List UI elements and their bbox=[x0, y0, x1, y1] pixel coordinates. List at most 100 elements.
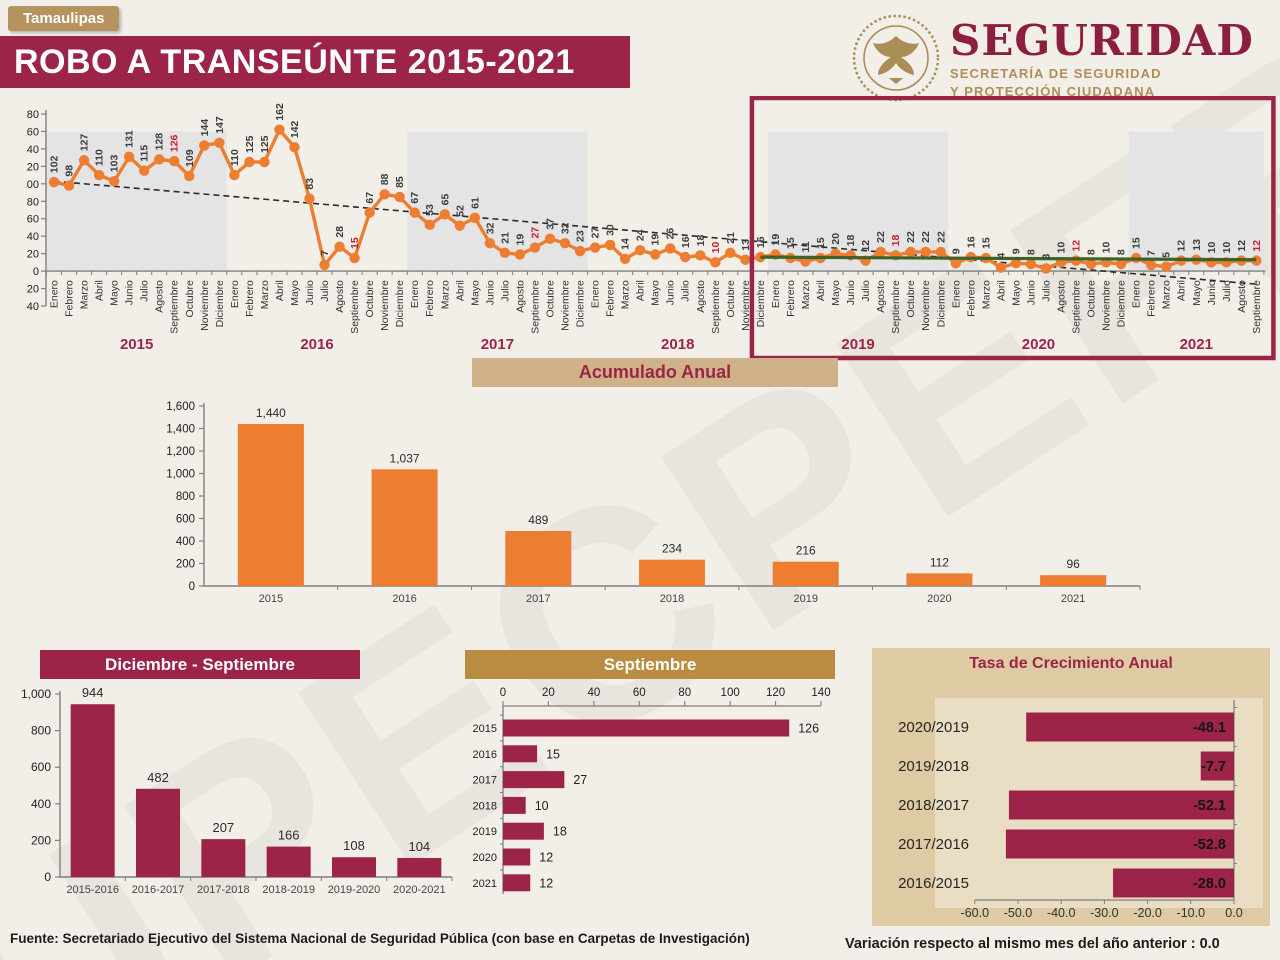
svg-text:2020-2021: 2020-2021 bbox=[393, 884, 446, 896]
svg-text:Abril: Abril bbox=[635, 280, 647, 301]
svg-text:27: 27 bbox=[529, 227, 541, 239]
svg-text:Enero: Enero bbox=[1131, 280, 1143, 308]
svg-text:15: 15 bbox=[1131, 237, 1143, 249]
svg-text:140: 140 bbox=[26, 144, 39, 156]
svg-text:2018/2017: 2018/2017 bbox=[898, 797, 969, 814]
svg-text:126: 126 bbox=[798, 722, 819, 736]
bars: 2015 126 2016 15 2017 27 2018 10 2019 18 2020 12 202… bbox=[473, 719, 819, 892]
svg-text:12: 12 bbox=[539, 851, 553, 865]
svg-text:9: 9 bbox=[1010, 248, 1022, 254]
svg-text:Septiembre: Septiembre bbox=[529, 280, 541, 334]
svg-text:104: 104 bbox=[408, 839, 430, 854]
svg-text:2017-2018: 2017-2018 bbox=[197, 884, 250, 896]
svg-text:Junio: Junio bbox=[1025, 280, 1037, 305]
svg-text:60: 60 bbox=[27, 214, 39, 226]
svg-text:Septiembre: Septiembre bbox=[710, 280, 722, 334]
svg-text:19: 19 bbox=[770, 234, 782, 246]
seal-eagle-icon bbox=[873, 36, 919, 84]
svg-text:0: 0 bbox=[33, 266, 39, 278]
svg-text:Agosto: Agosto bbox=[1056, 280, 1068, 313]
svg-text:67: 67 bbox=[364, 192, 376, 204]
svg-text:-60.0: -60.0 bbox=[961, 906, 990, 920]
svg-text:2016: 2016 bbox=[473, 749, 497, 761]
bars: 2020/2019 -48.1 2019/2018 -7.7 2018/2017 -52.… bbox=[898, 712, 1234, 898]
svg-text:Septiembre: Septiembre bbox=[169, 280, 181, 334]
svg-text:2016: 2016 bbox=[392, 593, 416, 605]
svg-text:9: 9 bbox=[950, 248, 962, 254]
svg-text:21: 21 bbox=[499, 232, 511, 244]
year-labels: 2015 2016 2017 2018 2019 2020 2021 bbox=[120, 336, 1213, 353]
svg-text:Junio: Junio bbox=[124, 280, 136, 305]
svg-text:2016/2015: 2016/2015 bbox=[898, 875, 969, 892]
svg-text:12: 12 bbox=[860, 240, 872, 252]
tasa-crecimiento-panel: Tasa de Crecimiento Anual -60.0 -50.0 -40.… bbox=[872, 648, 1270, 926]
svg-text:2021: 2021 bbox=[1061, 593, 1085, 605]
svg-text:Mayo: Mayo bbox=[1010, 280, 1022, 306]
svg-text:Marzo: Marzo bbox=[1161, 280, 1173, 309]
svg-text:21: 21 bbox=[725, 232, 737, 244]
svg-text:144: 144 bbox=[199, 119, 211, 137]
svg-text:98: 98 bbox=[64, 165, 76, 177]
svg-text:10: 10 bbox=[1056, 242, 1068, 254]
svg-text:102: 102 bbox=[49, 155, 61, 173]
svg-text:Diciembre: Diciembre bbox=[214, 280, 226, 327]
axes: 0 200 400 600 800 1,000 bbox=[21, 687, 453, 884]
svg-text:Junio: Junio bbox=[1206, 280, 1218, 305]
svg-text:944: 944 bbox=[82, 685, 104, 700]
svg-text:Marzo: Marzo bbox=[439, 280, 451, 309]
svg-text:Abril: Abril bbox=[815, 280, 827, 301]
svg-text:Abril: Abril bbox=[454, 280, 466, 301]
svg-text:Febrero: Febrero bbox=[424, 280, 436, 317]
svg-text:112: 112 bbox=[930, 555, 949, 569]
svg-text:Enero: Enero bbox=[229, 280, 241, 308]
svg-text:Octubre: Octubre bbox=[725, 280, 737, 318]
svg-text:120: 120 bbox=[26, 161, 39, 173]
svg-text:8: 8 bbox=[1086, 249, 1098, 255]
svg-text:216: 216 bbox=[796, 544, 816, 558]
svg-text:16: 16 bbox=[680, 236, 692, 248]
svg-text:12: 12 bbox=[1236, 240, 1248, 252]
svg-text:110: 110 bbox=[229, 149, 241, 166]
svg-text:Agosto: Agosto bbox=[1236, 280, 1248, 313]
svg-text:1,440: 1,440 bbox=[256, 406, 286, 420]
svg-text:22: 22 bbox=[875, 231, 887, 243]
svg-text:Febrero: Febrero bbox=[785, 280, 797, 317]
svg-text:10: 10 bbox=[535, 799, 549, 813]
svg-text:19: 19 bbox=[514, 234, 526, 246]
bars: 1,440 2015 1,037 2016 489 2017 234 2018 216 2019 1… bbox=[237, 406, 1107, 605]
svg-text:Diciembre: Diciembre bbox=[575, 280, 587, 327]
svg-text:Noviembre: Noviembre bbox=[740, 280, 752, 331]
svg-text:Mayo: Mayo bbox=[109, 280, 121, 306]
svg-text:2016: 2016 bbox=[300, 336, 333, 353]
svg-text:162: 162 bbox=[274, 103, 286, 121]
svg-text:3: 3 bbox=[1040, 253, 1052, 259]
svg-text:Febrero: Febrero bbox=[1146, 280, 1158, 317]
svg-text:2017: 2017 bbox=[473, 775, 497, 787]
svg-text:Agosto: Agosto bbox=[154, 280, 166, 313]
svg-text:200: 200 bbox=[176, 559, 195, 571]
tasa-crecimiento-hbar-chart: -60.0 -50.0 -40.0 -30.0 -20.0 -10.0 0.0 2020/20… bbox=[898, 698, 1263, 920]
year-bands bbox=[46, 131, 1264, 272]
svg-text:200: 200 bbox=[31, 833, 51, 847]
dashed-trendline bbox=[53, 180, 1257, 285]
svg-text:Junio: Junio bbox=[845, 280, 857, 305]
svg-text:Mayo: Mayo bbox=[469, 280, 481, 306]
svg-text:1,000: 1,000 bbox=[21, 687, 51, 701]
svg-text:18: 18 bbox=[553, 825, 567, 839]
svg-text:Octubre: Octubre bbox=[184, 280, 196, 318]
svg-text:80: 80 bbox=[27, 196, 39, 208]
svg-text:12: 12 bbox=[539, 876, 553, 890]
svg-text:-40: -40 bbox=[26, 301, 39, 313]
svg-text:85: 85 bbox=[394, 176, 406, 188]
focus-period-box bbox=[749, 96, 1276, 361]
svg-text:400: 400 bbox=[31, 797, 51, 811]
svg-text:2015: 2015 bbox=[120, 336, 153, 353]
svg-text:Noviembre: Noviembre bbox=[199, 280, 211, 331]
svg-text:2019: 2019 bbox=[793, 593, 817, 605]
svg-text:2019: 2019 bbox=[473, 826, 497, 838]
svg-text:2018: 2018 bbox=[661, 336, 694, 353]
svg-text:27: 27 bbox=[573, 773, 587, 787]
svg-text:Enero: Enero bbox=[409, 280, 421, 308]
svg-text:-52.1: -52.1 bbox=[1193, 798, 1226, 814]
